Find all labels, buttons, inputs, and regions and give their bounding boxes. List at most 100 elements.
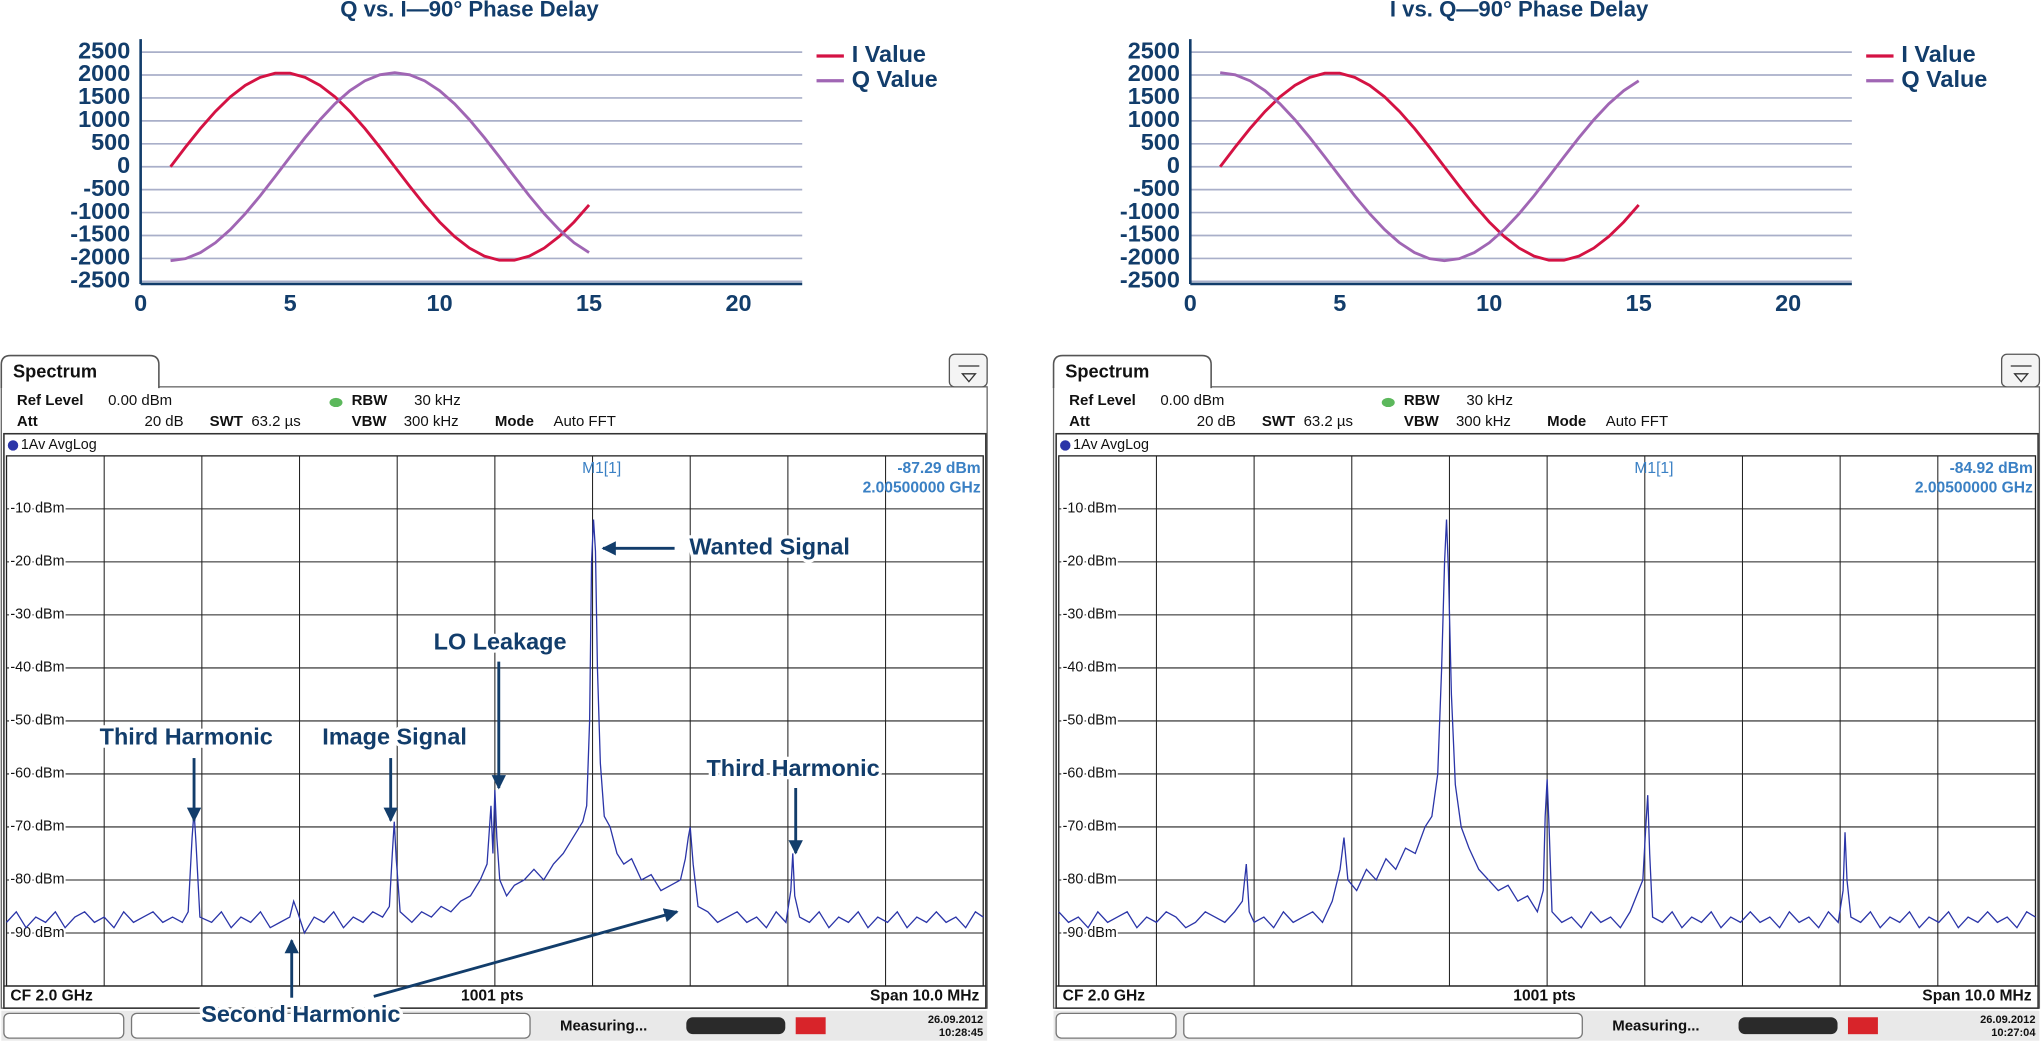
y-tick-label: -20 dBm: [10, 554, 64, 570]
trace-label: 1Av AvgLog: [1073, 437, 1149, 453]
annotation: LO Leakage: [434, 629, 567, 655]
rbw-label: RBW: [1404, 392, 1441, 409]
swt: 63.2 µs: [251, 413, 300, 430]
tab: [0, 354, 160, 389]
spectrum-panel: Spectrum Ref Level 0.00 dBm RBW 30 kHz Att 20 …: [1052, 353, 2041, 1041]
ref-level-label: Ref Level: [1069, 392, 1136, 409]
status-box: [1183, 1012, 1583, 1039]
y-tick-label: 1000: [78, 106, 130, 132]
y-tick-label: -30 dBm: [10, 607, 64, 623]
time: 10:28:45: [939, 1027, 983, 1039]
tab: [1052, 354, 1212, 389]
time: 10:27:04: [1991, 1027, 2036, 1039]
y-tick-label: -50 dBm: [10, 713, 64, 729]
y-tick-label: -20 dBm: [1063, 554, 1117, 570]
rbw: 30 kHz: [1466, 392, 1513, 409]
y-tick-label: 500: [1141, 129, 1180, 155]
y-tick-label: -500: [1133, 175, 1180, 201]
y-tick-label: -40 dBm: [1063, 660, 1117, 676]
annotation: Third Harmonic: [707, 755, 880, 781]
tab: Spectrum: [13, 360, 97, 381]
status: Measuring...: [1612, 1017, 1699, 1034]
y-tick-label: -2000: [1120, 244, 1180, 270]
marker-name: M1[1]: [1634, 460, 1673, 477]
y-tick-label: 2500: [78, 37, 130, 63]
x-tick-label: 20: [1775, 290, 1801, 316]
y-tick-label: -2000: [70, 244, 130, 270]
ref-level-label: Ref Level: [17, 392, 84, 409]
trace-dot: [1060, 440, 1071, 451]
status-led: [329, 397, 343, 408]
annotation: Third Harmonic: [100, 724, 273, 750]
vbw: 300 kHz: [1456, 413, 1511, 430]
att: 20 dB: [1197, 413, 1236, 430]
rbw: 30 kHz: [414, 392, 461, 409]
ref-level: 0.00 dBm: [1160, 392, 1224, 409]
menu-icon: [958, 365, 980, 383]
y-tick-label: -80 dBm: [10, 872, 64, 888]
y-tick-label: -10 dBm: [1063, 501, 1117, 517]
y-tick-label: -1000: [70, 198, 130, 224]
trace-label: 1Av AvgLog: [21, 437, 97, 453]
swt: 63.2 µs: [1304, 413, 1353, 430]
legend-label: Q Value: [852, 66, 938, 92]
y-tick-label: -90 dBm: [1063, 925, 1117, 941]
status: Measuring...: [560, 1017, 647, 1034]
vbw: 300 kHz: [404, 413, 459, 430]
x-tick-label: 0: [134, 290, 147, 316]
series-line: [169, 71, 591, 262]
mode: Auto FFT: [553, 413, 615, 430]
status-box: [3, 1012, 125, 1039]
y-tick-label: -60 dBm: [10, 766, 64, 782]
att-label: Att: [1069, 413, 1090, 430]
alert-icon: [795, 1017, 826, 1035]
menu-button: [2000, 353, 2041, 388]
marker-level: -87.29 dBm: [897, 460, 980, 477]
x-tick-label: 10: [427, 290, 453, 316]
swt-label: SWT: [1262, 413, 1295, 430]
tab: Spectrum: [1065, 360, 1149, 381]
footer-center: 1001 pts: [1513, 988, 1576, 1005]
y-tick-label: -1500: [1120, 221, 1180, 247]
y-tick-label: -70 dBm: [1063, 819, 1117, 835]
footer-center: 1001 pts: [461, 988, 524, 1005]
menu-button: [948, 353, 988, 388]
x-tick-label: 0: [1184, 290, 1197, 316]
ref-level: 0.00 dBm: [108, 392, 172, 409]
legend-label: I Value: [852, 41, 926, 67]
trace: [1058, 519, 2036, 929]
marker-freq: 2.00500000 GHz: [863, 480, 981, 497]
y-tick-label: -90 dBm: [10, 925, 64, 941]
annotation: Second Harmonic: [201, 1001, 400, 1027]
y-tick-label: -80 dBm: [1063, 872, 1117, 888]
alert-icon: [1847, 1017, 1878, 1035]
y-tick-label: -10 dBm: [10, 501, 64, 517]
trace-dot: [7, 440, 19, 451]
y-tick-label: -60 dBm: [1063, 766, 1117, 782]
rbw-label: RBW: [352, 392, 389, 409]
spectrum-panel: Spectrum Ref Level 0.00 dBm RBW 30 kHz Att 20 …: [0, 353, 988, 1041]
legend-label: Q Value: [1901, 66, 1987, 92]
marker-freq: 2.00500000 GHz: [1915, 480, 2033, 497]
chart-title: I vs. Q—90° Phase Delay: [1390, 0, 1649, 21]
y-tick-label: -1500: [70, 221, 130, 247]
y-tick-label: -30 dBm: [1063, 607, 1117, 623]
y-tick-label: -50 dBm: [1063, 713, 1117, 729]
chart-title: Q vs. I—90° Phase Delay: [340, 0, 599, 21]
date: 26.09.2012: [928, 1014, 983, 1026]
att: 20 dB: [145, 413, 184, 430]
vbw-label: VBW: [352, 413, 388, 430]
progress-bar: [1738, 1017, 1838, 1035]
y-tick-label: 1500: [1128, 83, 1180, 109]
y-tick-label: 0: [117, 152, 130, 178]
mode-label: Mode: [495, 413, 534, 430]
menu-icon: [2010, 365, 2032, 383]
x-tick-label: 5: [1333, 290, 1346, 316]
y-tick-label: 0: [1167, 152, 1180, 178]
x-tick-label: 15: [1626, 290, 1652, 316]
marker-name: M1[1]: [582, 460, 621, 477]
annotation: Image Signal: [322, 724, 467, 750]
series-line: [1219, 71, 1640, 262]
vbw-label: VBW: [1404, 413, 1440, 430]
